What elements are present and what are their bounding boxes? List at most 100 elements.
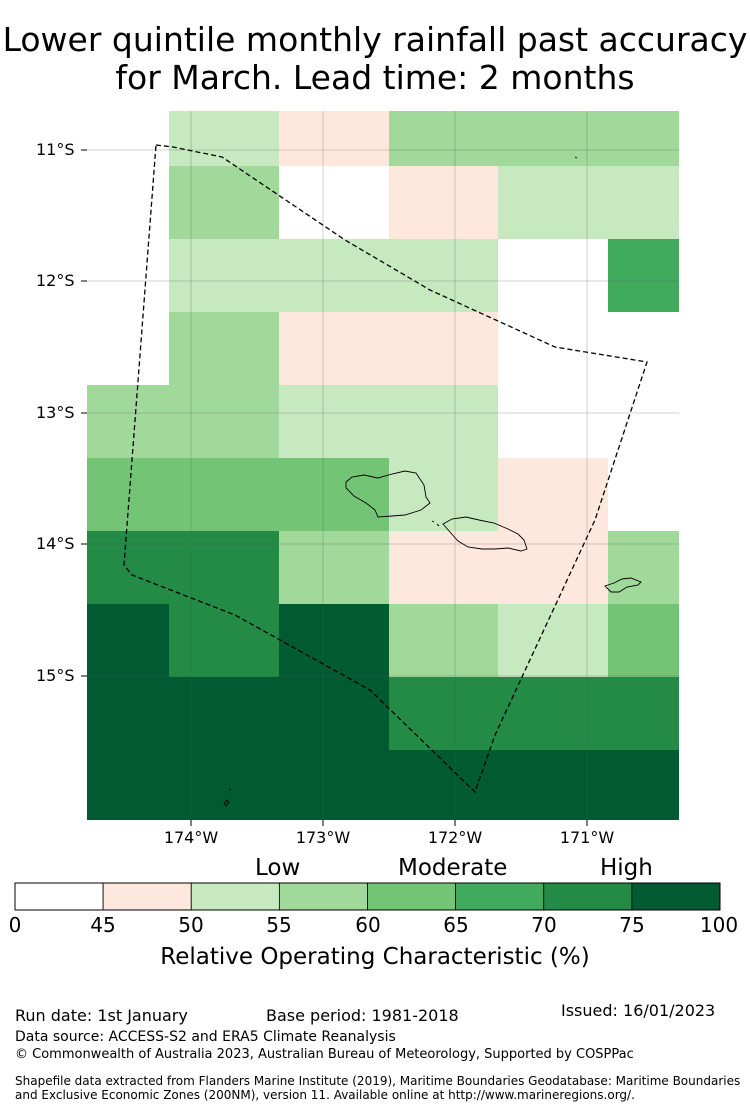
southern-reef <box>223 799 230 807</box>
colorbar <box>14 882 721 911</box>
grid-cell <box>169 111 279 166</box>
southern-reef-2 <box>228 788 232 791</box>
grid-cell <box>87 385 169 458</box>
grid-cell <box>87 677 169 750</box>
colorbar-bin <box>631 882 721 911</box>
colorbar-frame <box>14 882 721 911</box>
grid-cell <box>279 604 389 677</box>
shapefile-credit-line-1: Shapefile data extracted from Flanders M… <box>15 1074 741 1088</box>
grid-cell <box>279 312 389 385</box>
grid-cell <box>498 531 608 604</box>
colorbar-bin <box>367 882 457 911</box>
small-islet-3 <box>574 156 578 159</box>
colorbar-tick-70: 70 <box>531 913 557 937</box>
grid-cell <box>279 385 389 458</box>
grid-cell <box>169 239 279 312</box>
grid-cell <box>279 677 389 750</box>
lon-label-172w: 172°W <box>427 828 483 847</box>
grid-cell <box>389 750 498 820</box>
colorbar-tick-55: 55 <box>266 913 292 937</box>
grid-cell <box>279 239 389 312</box>
grid-cell <box>389 458 498 531</box>
colorbar-tick-50: 50 <box>178 913 204 937</box>
lon-label-171w: 171°W <box>559 828 615 847</box>
lon-label-174w: 174°W <box>163 828 219 847</box>
eez-boundary <box>123 144 648 794</box>
lat-label-15s: 15°S <box>36 666 75 685</box>
axis-ticks <box>81 149 588 826</box>
colorbar-tick-65: 65 <box>443 913 469 937</box>
grid-cell <box>389 531 498 604</box>
grid-cell <box>498 750 608 820</box>
grid-cell <box>279 111 389 166</box>
grid-cell <box>608 531 679 604</box>
graticule <box>87 111 679 820</box>
grid-cell <box>169 604 279 677</box>
grid-cell <box>389 111 498 166</box>
grid-cell <box>169 166 279 239</box>
colorbar-tick-100: 100 <box>699 913 739 937</box>
copyright: © Commonwealth of Australia 2023, Austra… <box>15 1047 634 1062</box>
colorbar-bin <box>14 882 104 911</box>
colorbar-bin <box>455 882 545 911</box>
grid-cell <box>279 531 389 604</box>
grid-cell <box>169 312 279 385</box>
grid-cell <box>498 166 679 239</box>
issued-date: Issued: 16/01/2023 <box>561 1001 716 1020</box>
grid-cell <box>87 531 169 604</box>
colorbar-category-high: High <box>600 855 653 881</box>
map-title-line-2: for March. Lead time: 2 months <box>115 58 635 97</box>
grid-cell <box>389 604 498 677</box>
grid-cell <box>498 239 608 312</box>
colorbar-axis-label: Relative Operating Characteristic (%) <box>160 944 590 970</box>
grid-cell <box>169 458 279 531</box>
map-title-line-1: Lower quintile monthly rainfall past acc… <box>2 20 748 59</box>
lat-label-11s: 11°S <box>36 140 75 159</box>
run-date: Run date: 1st January <box>15 1006 188 1025</box>
grid-cell <box>608 750 679 820</box>
colorbar-bin <box>102 882 192 911</box>
grid-cell <box>498 385 679 458</box>
grid-cell <box>169 677 279 750</box>
lat-label-13s: 13°S <box>36 403 75 422</box>
grid-cell <box>87 604 169 677</box>
colorbar-tick-75: 75 <box>619 913 645 937</box>
colorbar-category-low: Low <box>255 855 301 881</box>
colorbar-bin <box>543 882 633 911</box>
base-period: Base period: 1981-2018 <box>266 1006 459 1025</box>
grid-cell <box>389 312 498 385</box>
grid-cell <box>87 458 169 531</box>
grid-cell <box>279 750 389 820</box>
shapefile-credit-line-2: and Exclusive Economic Zones (200NM), ve… <box>15 1088 635 1102</box>
grid-cell <box>169 531 279 604</box>
colorbar-tick-60: 60 <box>355 913 381 937</box>
colorbar-tick-45: 45 <box>90 913 116 937</box>
colorbar-category-moderate: Moderate <box>398 855 508 881</box>
small-islet-1 <box>431 520 435 523</box>
lat-label-14s: 14°S <box>36 534 75 553</box>
upolu-island <box>442 516 528 552</box>
lat-label-12s: 12°S <box>36 271 75 290</box>
islands <box>223 156 642 807</box>
small-islet-2 <box>436 523 440 527</box>
grid-cell <box>608 239 679 312</box>
data-source: Data source: ACCESS-S2 and ERA5 Climate … <box>15 1029 396 1045</box>
grid-cell <box>498 604 608 677</box>
grid-cell <box>498 677 608 750</box>
grid-cell <box>389 166 498 239</box>
grid-cell <box>279 166 389 239</box>
grid-cell <box>389 677 498 750</box>
colorbar-bin <box>278 882 368 911</box>
savaii-island <box>345 470 431 518</box>
grid-cell <box>169 385 279 458</box>
rainfall-accuracy-grid <box>87 111 679 820</box>
grid-cell <box>608 604 679 677</box>
tutuila-island <box>604 577 642 593</box>
grid-cell <box>498 111 679 166</box>
colorbar-bin <box>190 882 280 911</box>
lon-label-173w: 173°W <box>295 828 351 847</box>
grid-cell <box>498 458 608 531</box>
colorbar-tick-0: 0 <box>8 913 22 937</box>
grid-cell <box>498 312 679 385</box>
